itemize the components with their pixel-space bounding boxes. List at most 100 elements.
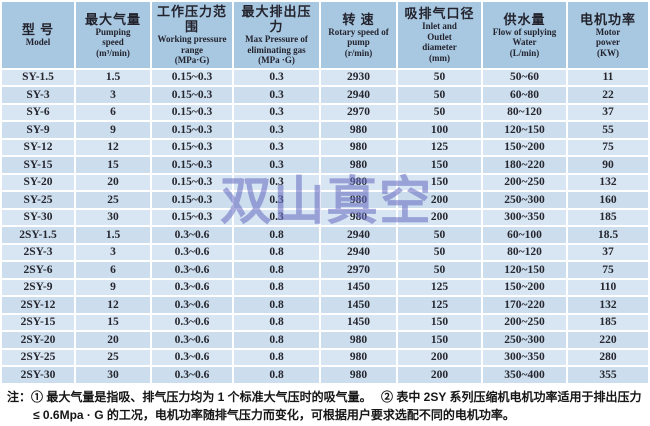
table-cell: 0.3~0.6: [152, 279, 232, 295]
table-cell: 350~400: [483, 367, 566, 383]
table-row-SY-1.5: SY-1.5 1.5 0.15~0.3 0.3 2930 50 50~60 11: [2, 69, 648, 85]
table-cell: 60~100: [483, 227, 566, 243]
table-row-SY-3: SY-3 3 0.15~0.3 0.3 2940 50 60~80 22: [2, 87, 648, 103]
table-cell: 200: [398, 349, 481, 365]
column-header-zh: 电机功率: [579, 11, 636, 27]
table-cell: 18.5: [568, 227, 648, 243]
table-cell: 0.3: [234, 122, 319, 138]
table-cell: 0.15~0.3: [152, 174, 232, 190]
column-header-zh: 吸排气口径: [404, 6, 475, 22]
table-cell: 75: [568, 139, 648, 155]
table-cell: 3: [76, 87, 150, 103]
table-cell: 0.15~0.3: [152, 157, 232, 173]
table-row-SY-30: SY-30 30 0.15~0.3 0.3 980 200 300~350 185: [2, 209, 648, 225]
table-cell: 150~200: [483, 139, 566, 155]
table-cell: 37: [568, 244, 648, 260]
table-cell: 0.15~0.3: [152, 87, 232, 103]
model-cell: 2SY-1.5: [2, 227, 74, 243]
table-cell: 200~250: [483, 174, 566, 190]
table-cell: 185: [568, 209, 648, 225]
model-cell: 2SY-9: [2, 279, 74, 295]
table-row-SY-15: SY-15 15 0.15~0.3 0.3 980 150 180~220 90: [2, 157, 648, 173]
table-cell: 132: [568, 297, 648, 313]
table-body: SY-1.5 1.5 0.15~0.3 0.3 2930 50 50~60 11 SY-3 3 0.…: [2, 69, 648, 383]
table-cell: 0.15~0.3: [152, 209, 232, 225]
footnotes: 注：① 最大气量是指吸、排气压力均为 1 个标准大气压时的吸气量。 ② 表中 2…: [7, 388, 647, 424]
table-cell: 300~350: [483, 349, 566, 365]
table-cell: 2930: [321, 69, 396, 85]
pump-spec-table: 型 号 Model 最大气量 Pumping speed (m³/min) 工作压力范围 Wo…: [0, 0, 650, 385]
table-row-2SY-9: 2SY-9 9 0.3~0.6 0.8 1450 125 150~200 110: [2, 279, 648, 295]
model-cell: SY-1.5: [2, 69, 74, 85]
table-cell: 980: [321, 122, 396, 138]
table-cell: 0.3: [234, 209, 319, 225]
column-header-en-line: diameter: [422, 42, 457, 53]
column-header-5: 吸排气口径 Inlet and Outlet diameter (mm): [398, 2, 481, 68]
column-header-en-line: Outlet: [427, 31, 452, 42]
model-cell: 2SY-30: [2, 367, 74, 383]
table-cell: 220: [568, 332, 648, 348]
table-cell: 25: [76, 192, 150, 208]
model-cell: SY-12: [2, 139, 74, 155]
table-cell: 0.3: [234, 139, 319, 155]
table-cell: 0.3: [234, 174, 319, 190]
column-header-en-line: Max Pressure of: [245, 34, 308, 44]
table-cell: 50: [398, 262, 481, 278]
table-cell: 60~80: [483, 87, 566, 103]
table-cell: 0.3~0.6: [152, 349, 232, 365]
table-cell: 980: [321, 157, 396, 173]
table-row-SY-12: SY-12 12 0.15~0.3 0.3 980 125 150~200 75: [2, 139, 648, 155]
column-header-6: 供水量 Flow of suplying Water (L/min): [483, 2, 566, 68]
table-cell: 12: [76, 139, 150, 155]
table-cell: 980: [321, 209, 396, 225]
model-cell: 2SY-12: [2, 297, 74, 313]
table-cell: 30: [76, 367, 150, 383]
table-cell: 20: [76, 332, 150, 348]
column-header-en-line: (L/min): [509, 47, 540, 58]
table-cell: 0.8: [234, 227, 319, 243]
table-cell: 20: [76, 174, 150, 190]
table-cell: 355: [568, 367, 648, 383]
column-header-en-line: Rotary speed of: [328, 26, 389, 37]
footnote-line-2: ≤ 0.6Mpa · G 的工况，电机功率随排气压力而变化，可根据用户要求选配不…: [33, 408, 515, 422]
column-header-en-line: (m³/min): [96, 47, 130, 58]
table-row-2SY-6: 2SY-6 6 0.3~0.6 0.8 2970 50 120~150 75: [2, 262, 648, 278]
table-cell: 0.3~0.6: [152, 297, 232, 313]
column-header-en-line: (KW): [597, 47, 619, 58]
table-cell: 300~350: [483, 209, 566, 225]
column-header-3: 最大排出压力 Max Pressure of eliminating gas (MPa…: [234, 2, 319, 68]
table-cell: 1.5: [76, 227, 150, 243]
table-cell: 80~120: [483, 244, 566, 260]
table-cell: 0.3~0.6: [152, 314, 232, 330]
table-cell: 0.8: [234, 332, 319, 348]
table-cell: 55: [568, 122, 648, 138]
table-cell: 2940: [321, 87, 396, 103]
table-cell: 0.8: [234, 279, 319, 295]
table-row-SY-25: SY-25 25 0.15~0.3 0.3 980 200 250~300 160: [2, 192, 648, 208]
table-cell: 0.3: [234, 104, 319, 120]
model-cell: 2SY-3: [2, 244, 74, 260]
table-cell: 125: [398, 139, 481, 155]
table-cell: 150: [398, 332, 481, 348]
table-cell: 980: [321, 367, 396, 383]
column-header-en-line: range: [181, 44, 203, 55]
table-cell: 6: [76, 262, 150, 278]
table-cell: 980: [321, 139, 396, 155]
model-cell: SY-20: [2, 174, 74, 190]
model-cell: 2SY-20: [2, 332, 74, 348]
table-row-2SY-3: 2SY-3 3 0.3~0.6 0.8 2940 50 80~120 37: [2, 244, 648, 260]
table-cell: 0.8: [234, 244, 319, 260]
table-cell: 0.8: [234, 349, 319, 365]
column-header-en-line: Model: [25, 37, 51, 47]
model-cell: 2SY-6: [2, 262, 74, 278]
table-cell: 200: [398, 209, 481, 225]
table-cell: 0.8: [234, 262, 319, 278]
table-cell: 37: [568, 104, 648, 120]
column-header-zh: 最大排出压力: [241, 4, 312, 34]
table-cell: 0.8: [234, 367, 319, 383]
column-header-en-line: speed: [102, 37, 124, 47]
table-cell: 25: [76, 349, 150, 365]
table-cell: 2940: [321, 244, 396, 260]
table-cell: 22: [568, 87, 648, 103]
table-cell: 200: [398, 367, 481, 383]
